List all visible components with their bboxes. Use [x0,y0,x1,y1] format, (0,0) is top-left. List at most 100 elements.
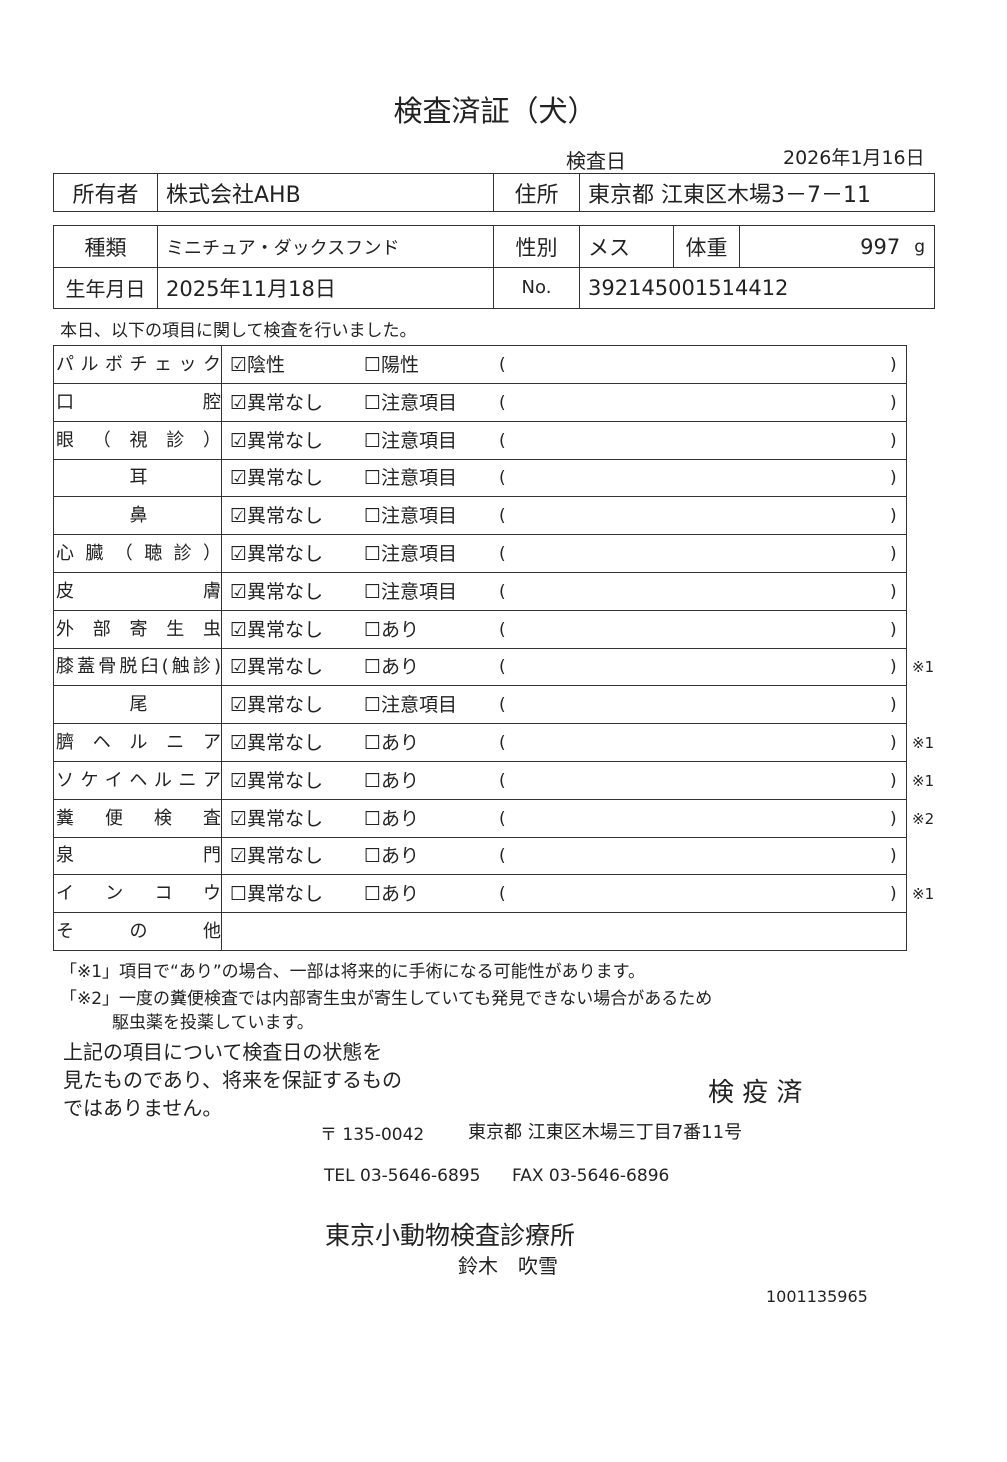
option-normal[interactable]: ☑陰性 [230,346,285,384]
paren-open: ( [499,733,506,753]
paren-close: ) [890,544,897,564]
checkbox-icon[interactable]: ☐ [364,883,382,906]
checkbox-icon[interactable]: ☐ [364,580,382,603]
option-abnormal[interactable]: ☐あり [364,724,419,762]
footnote-marker: ※2 [912,809,935,828]
checked-box-icon[interactable]: ☑ [230,618,248,641]
checkbox-icon[interactable]: ☐ [364,467,382,490]
checked-box-icon[interactable]: ☑ [230,580,248,603]
checkbox-icon[interactable]: ☐ [364,618,382,641]
column-divider [221,875,222,913]
option-abnormal[interactable]: ☐注意項目 [364,422,457,460]
option-normal[interactable]: ☑異常なし [230,422,323,460]
checked-box-icon[interactable]: ☑ [230,467,248,490]
option-abnormal[interactable]: ☐あり [364,875,419,913]
checklist-row: 心臓（聴診） ☑異常なし ☐注意項目 () [54,535,907,573]
option-normal[interactable]: ☑異常なし [230,762,323,800]
footnote-marker: ※1 [912,885,935,904]
paren-close: ) [890,733,897,753]
option-normal[interactable]: ☑異常なし [230,686,323,724]
option-abnormal-label: あり [381,883,420,906]
paren-open: ( [499,430,506,451]
option-abnormal[interactable]: ☐注意項目 [364,535,457,573]
column-divider [221,535,222,572]
column-divider [221,913,222,950]
checkbox-icon[interactable]: ☐ [364,505,382,528]
option-normal-label: 異常なし [247,391,324,414]
paren-open: ( [499,695,506,716]
disclaimer-line: 見たものであり、将来を保証するもの [63,1068,402,1092]
option-normal-label: 異常なし [247,694,324,717]
paren-open: ( [499,808,506,829]
option-normal[interactable]: ☑異常なし [230,459,323,497]
paren-close: ) [890,392,897,413]
checked-box-icon[interactable]: ☑ [230,429,248,452]
document-number: 1001135965 [766,1287,868,1306]
checklist-row: 膝蓋骨脱臼(触診) ☑異常なし ☐あり () ※1 [54,648,934,687]
option-normal-label: 異常なし [247,732,324,754]
checked-box-icon[interactable]: ☑ [230,505,248,528]
checked-box-icon[interactable]: ☑ [230,845,248,868]
option-abnormal[interactable]: ☐あり [364,648,419,686]
intro-text: 本日、以下の項目に関して検査を行いました。 [60,321,417,341]
option-normal[interactable]: ☑異常なし [230,724,323,762]
option-normal[interactable]: ☐異常なし [230,875,323,913]
checkbox-icon[interactable]: ☐ [364,543,382,565]
option-normal[interactable]: ☑異常なし [230,497,323,535]
option-abnormal[interactable]: ☐注意項目 [364,384,457,422]
checked-box-icon[interactable]: ☑ [230,769,248,792]
checked-box-icon[interactable]: ☑ [230,543,248,565]
checkbox-icon[interactable]: ☐ [364,354,382,376]
option-normal[interactable]: ☑異常なし [230,611,323,649]
checklist-table: パルボチェック ☑陰性 ☐陽性() 口腔 ☑異常なし ☐注意項目() 眼（視診） ☑異常なし ☐… [53,345,934,951]
option-normal[interactable]: ☑異常なし [230,573,323,611]
option-abnormal[interactable]: ☐注意項目 [364,459,457,497]
checked-box-icon[interactable]: ☑ [230,656,248,679]
option-abnormal[interactable]: ☐注意項目 [364,497,457,535]
checked-box-icon[interactable]: ☑ [230,354,248,376]
option-abnormal-label: あり [381,732,420,754]
checked-box-icon[interactable]: ☑ [230,391,248,414]
checked-box-icon[interactable]: ☑ [230,807,248,830]
no-label: No. [493,267,579,308]
option-normal[interactable]: ☑異常なし [230,800,323,838]
footnote-2: 「※2」一度の糞便検査では内部寄生虫が寄生していても発見できない場合があるため [60,989,713,1009]
checkbox-icon[interactable]: ☐ [364,845,382,868]
checked-box-icon[interactable]: ☑ [230,694,248,717]
option-normal[interactable]: ☑異常なし [230,648,323,686]
checked-box-icon[interactable]: ☑ [230,732,248,754]
checkbox-icon[interactable]: ☐ [364,694,382,717]
check-item-label: 鼻 [129,505,148,527]
checkbox-icon[interactable]: ☐ [364,769,382,792]
option-abnormal[interactable]: ☐あり [364,800,419,838]
column-divider [221,799,222,837]
option-abnormal[interactable]: ☐陽性 [364,346,419,384]
paren-close: ) [890,581,897,602]
checkbox-icon[interactable]: ☐ [364,732,382,754]
column-divider [221,572,222,610]
checkbox-icon[interactable]: ☐ [364,391,382,414]
checklist-row-other: その他 [54,913,907,951]
option-abnormal[interactable]: ☐あり [364,762,419,800]
checkbox-icon[interactable]: ☐ [364,656,382,679]
option-abnormal[interactable]: ☐あり [364,837,419,875]
option-normal[interactable]: ☑異常なし [230,535,323,573]
option-normal-label: 異常なし [247,467,324,490]
checklist-row: 臍ヘルニア ☑異常なし ☐あり () ※1 [54,724,934,762]
birth-label: 生年月日 [65,277,146,301]
clinic-fax: FAX 03-5646-6896 [512,1166,670,1186]
option-abnormal[interactable]: ☐注意項目 [364,686,457,724]
weight-value: 997 g [739,226,933,267]
checkbox-icon[interactable]: ☐ [364,429,382,452]
checkbox-icon[interactable]: ☐ [364,807,382,830]
option-normal[interactable]: ☑異常なし [230,837,323,875]
checkbox-icon[interactable]: ☐ [230,883,248,906]
disclaimer-line: ではありません。 [63,1096,223,1120]
option-normal[interactable]: ☑異常なし [230,384,323,422]
paren-open: ( [499,846,506,867]
checklist-row: 眼（視診） ☑異常なし ☐注意項目 () [54,421,907,460]
check-item-label: 泉門 [56,845,221,867]
option-abnormal[interactable]: ☐あり [364,611,419,649]
option-abnormal-label: 注意項目 [381,391,458,414]
option-abnormal[interactable]: ☐注意項目 [364,573,457,611]
